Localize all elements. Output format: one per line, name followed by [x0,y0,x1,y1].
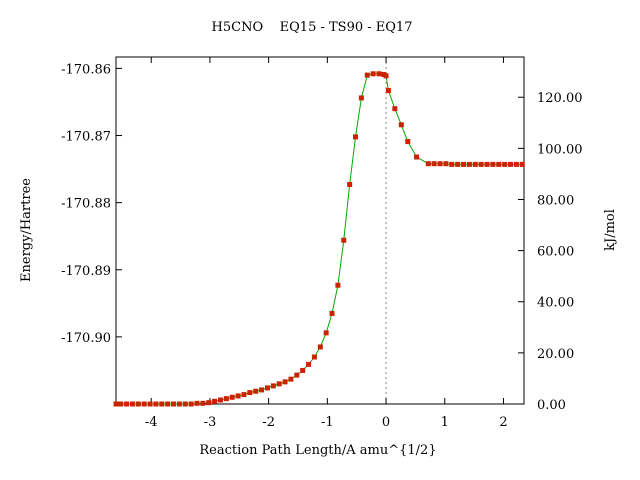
data-point [405,139,411,145]
data-point [124,401,130,407]
x-tick-label: -1 [321,415,334,430]
data-point [431,161,437,167]
data-point [364,72,370,78]
data-point [484,161,490,167]
data-point [455,161,461,167]
data-point [478,161,484,167]
data-point [159,401,165,407]
right-y-tick-label: 0.00 [537,398,566,413]
data-point [311,354,317,360]
x-axis-title: Reaction Path Length/A amu^{1/2} [199,443,436,458]
data-point [288,376,294,382]
data-point [194,400,200,406]
data-point [141,401,147,407]
data-point [217,397,223,403]
energy-curve-line [116,73,523,405]
data-point [212,398,218,404]
data-point [129,401,135,407]
data-point [449,161,455,167]
x-axis: -4 -3 -2 -1 0 1 2 [145,57,508,430]
data-point [113,401,119,407]
data-point [443,161,449,167]
data-point [425,161,431,167]
data-point [188,401,194,407]
data-point [135,401,141,407]
data-point [276,381,282,387]
data-point [241,392,247,398]
x-tick-label: -4 [145,415,158,430]
data-point [392,106,398,112]
data-point [235,393,241,399]
data-point [317,344,323,350]
x-tick-label: 2 [499,415,507,430]
left-y-axis-title: Energy/Hartree [19,178,34,282]
data-point [171,401,177,407]
energy-point-markers [113,71,525,407]
data-point [466,161,472,167]
data-point [259,387,265,393]
data-point [353,134,359,140]
data-point [398,122,404,128]
data-point [323,330,329,336]
data-point [223,396,229,402]
data-point [437,161,443,167]
left-y-tick-label: -170.87 [61,130,111,145]
data-point [370,71,376,77]
data-point [200,400,206,406]
data-point [461,161,467,167]
data-point [282,379,288,385]
data-point [335,282,341,288]
data-point [247,390,253,396]
data-point [383,73,389,79]
data-point [341,237,347,243]
data-point [329,310,335,316]
data-point [147,401,153,407]
data-point [118,401,124,407]
data-point [206,400,212,406]
data-point [300,367,306,373]
left-y-tick-label: -170.90 [61,331,111,346]
data-point [229,394,235,400]
right-y-tick-label: 20.00 [537,347,574,362]
data-point [347,182,353,188]
x-tick-label: 0 [382,415,390,430]
chart-title: H5CNO EQ15 - TS90 - EQ17 [212,20,413,35]
right-y-tick-label: 120.00 [537,91,583,106]
data-point [270,383,276,389]
data-point [264,385,270,391]
data-point [165,401,171,407]
data-point [358,95,364,101]
data-point [176,401,182,407]
data-point [182,401,188,407]
data-point [502,161,508,167]
plot-frame [115,56,525,405]
left-y-tick-label: -170.89 [61,264,111,279]
right-y-tick-label: 80.00 [537,193,574,208]
data-point [507,161,513,167]
left-y-tick-label: -170.88 [61,197,111,212]
left-y-axis: -170.86 -170.87 -170.88 -170.89 -170.90 [61,62,122,346]
data-point [496,161,502,167]
x-tick-label: -2 [262,415,275,430]
data-point [513,161,519,167]
data-point [376,71,382,77]
data-point [294,372,300,378]
data-point [153,401,159,407]
x-tick-label: -3 [204,415,217,430]
data-point [414,154,420,160]
data-point [253,388,259,394]
left-y-tick-label: -170.86 [61,62,111,77]
data-point [472,161,478,167]
x-tick-label: 1 [441,415,449,430]
data-point [306,361,312,367]
data-point [490,161,496,167]
right-y-tick-label: 40.00 [537,296,574,311]
right-y-axis: 0.00 20.00 40.00 60.00 80.00 100.00 120.00 [518,91,583,413]
right-y-axis-title: kJ/mol [603,209,618,251]
right-y-tick-label: 60.00 [537,245,574,260]
right-y-tick-label: 100.00 [537,142,583,157]
data-point [385,88,391,94]
data-point [519,161,525,167]
